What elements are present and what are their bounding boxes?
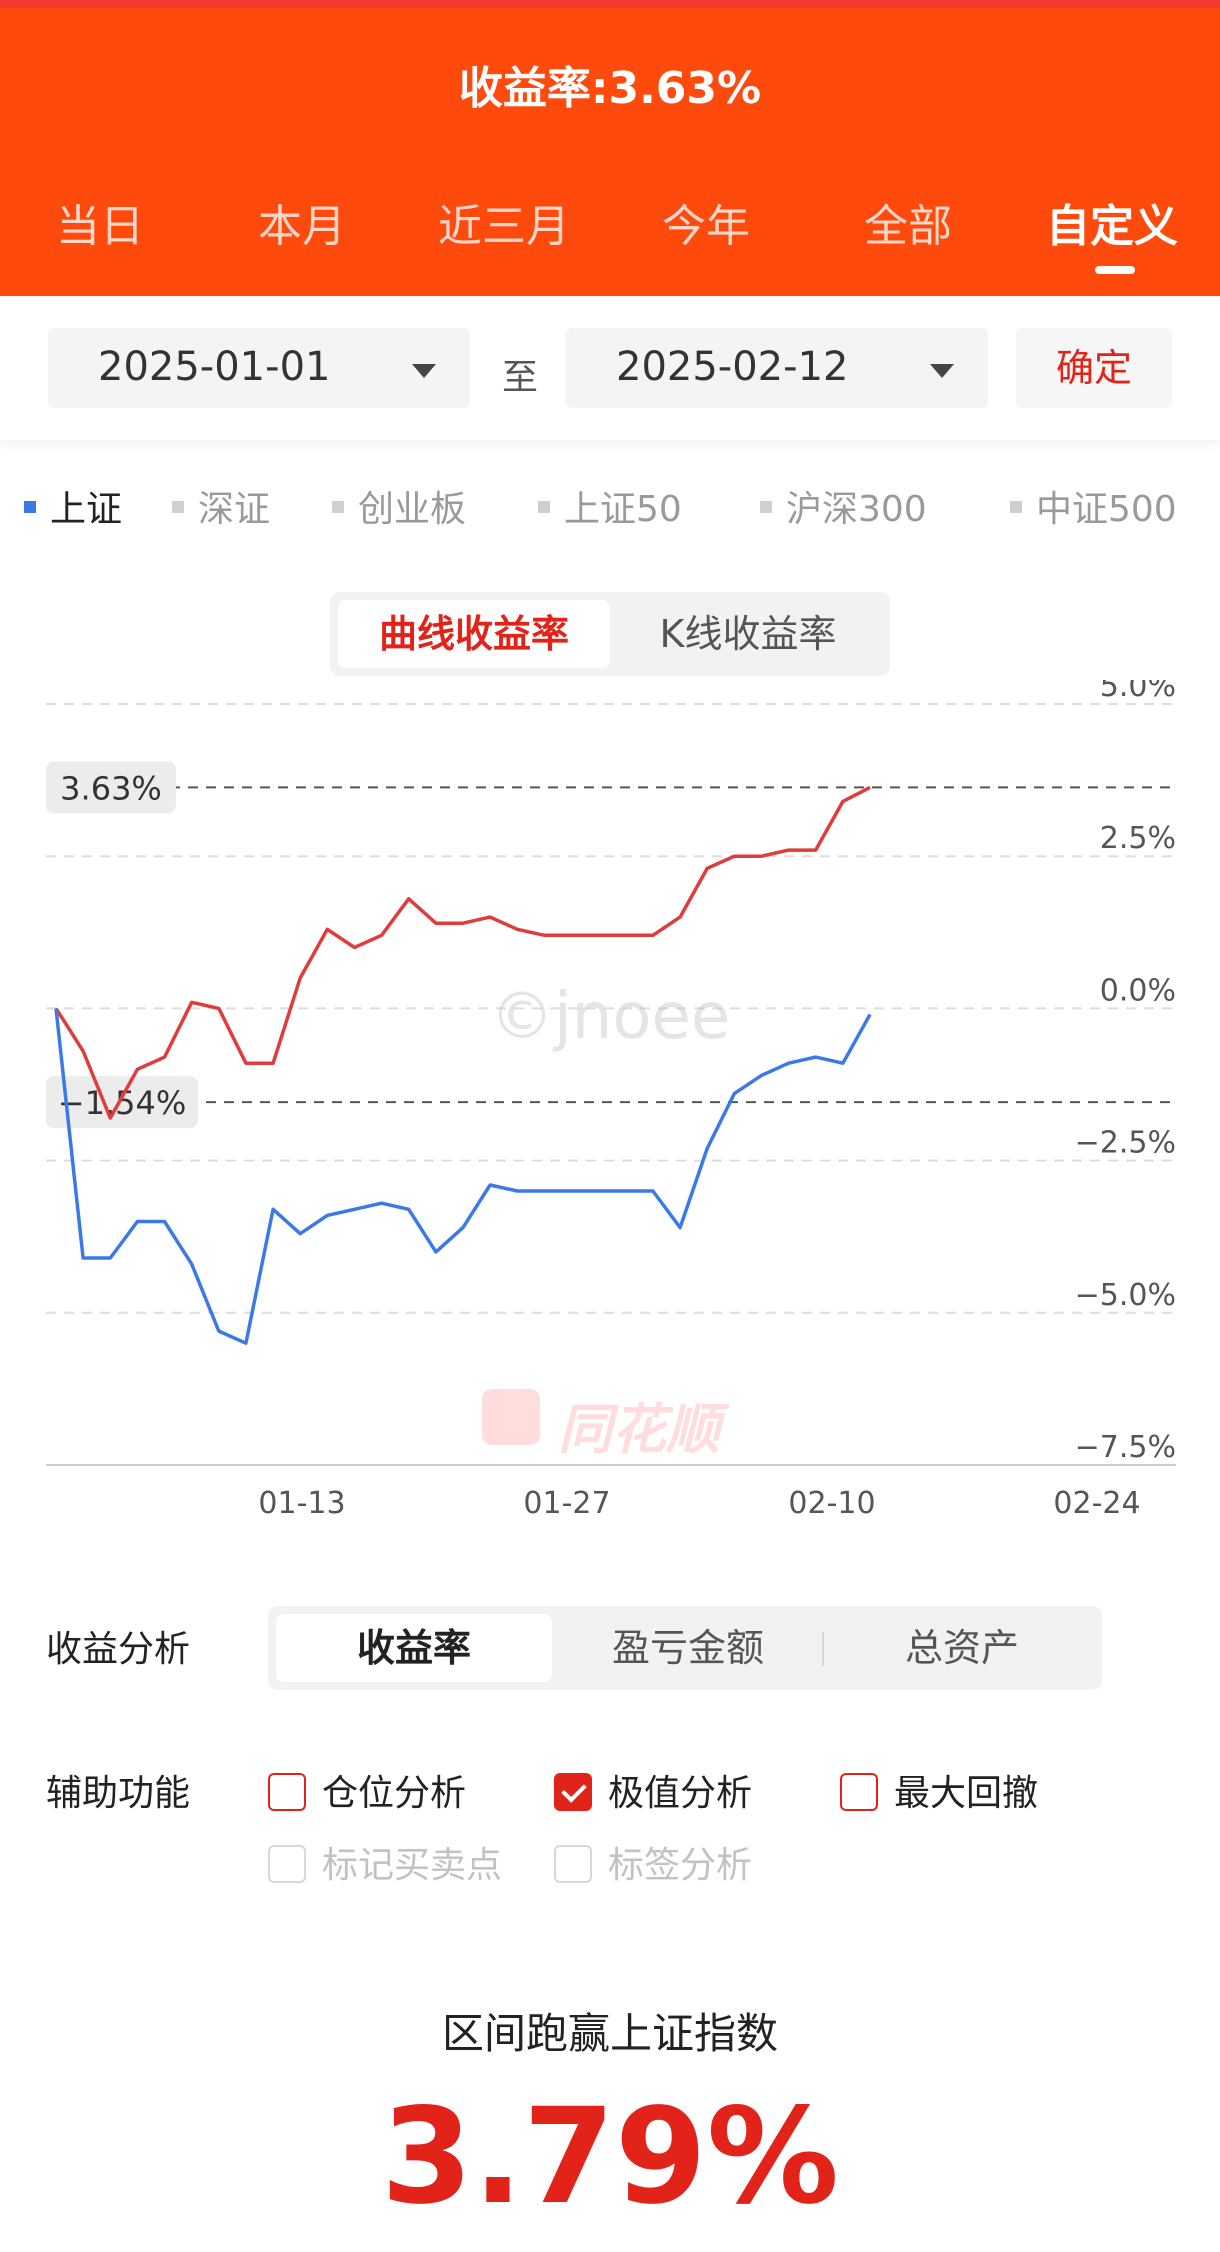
checkbox-label: 最大回撤 <box>894 1773 1039 1814</box>
analysis-label: 收益分析 <box>46 1629 191 1670</box>
x-tick-label: 01-13 <box>258 1486 345 1521</box>
square-icon <box>538 501 550 513</box>
x-tick-label: 02-24 <box>1053 1486 1140 1521</box>
chart-mode-toggle: 曲线收益率 K线收益率 <box>330 592 890 676</box>
aux-label: 辅助功能 <box>46 1773 191 1814</box>
trade-points-checkbox[interactable]: 标记买卖点 <box>268 1836 502 1886</box>
portfolio-return-line <box>54 785 871 1120</box>
index-item-zz500[interactable]: 中证500 <box>1010 480 1177 532</box>
header: 收益率:3.63% 当日 本月 近三月 今年 全部 自定义 <box>0 0 1220 296</box>
watermark-text: ©jnoee <box>490 980 731 1054</box>
active-tab-indicator <box>1095 266 1135 274</box>
tab-three-months[interactable]: 近三月 <box>438 201 570 252</box>
chevron-down-icon <box>412 364 436 378</box>
y-tick-label: 0.0% <box>1100 973 1176 1008</box>
x-tick-label: 01-27 <box>523 1486 610 1521</box>
beat-index-label: 区间跑赢上证指数 <box>441 2009 778 2058</box>
page-title: 收益率:3.63% <box>458 63 762 114</box>
ths-logo: 同花顺 <box>482 1385 742 1461</box>
checkbox-label: 仓位分析 <box>322 1773 467 1814</box>
total-assets-option[interactable]: 总资产 <box>904 1626 1019 1670</box>
tab-this-month[interactable]: 本月 <box>258 201 346 252</box>
header-topline <box>0 0 1220 8</box>
index-return-line <box>54 1008 872 1345</box>
curve-return-option[interactable]: 曲线收益率 <box>338 600 610 668</box>
checkbox-icon <box>840 1773 878 1811</box>
position-analysis-checkbox[interactable]: 仓位分析 <box>268 1764 466 1814</box>
y-tick-label: −2.5% <box>1075 1126 1176 1161</box>
square-icon <box>760 501 772 513</box>
extreme-badge <box>46 1076 198 1129</box>
checkbox-label: 极值分析 <box>608 1773 753 1814</box>
max-drawdown-checkbox[interactable]: 最大回撤 <box>840 1764 1038 1814</box>
x-tick-label: 02-10 <box>788 1486 875 1521</box>
return-chart: 5.0% 2.5% 0.0% −2.5% −5.0% −7.5% 01-13 01-27 02-… <box>46 680 1176 1521</box>
index-item-sz[interactable]: 深证 <box>172 480 270 532</box>
tag-analysis-checkbox[interactable]: 标签分析 <box>554 1836 752 1886</box>
y-tick-label: 5.0% <box>1100 680 1176 704</box>
index-item-label: 上证50 <box>564 489 682 530</box>
checkbox-icon <box>554 1845 592 1883</box>
square-icon <box>1010 501 1022 513</box>
tab-today[interactable]: 当日 <box>56 201 144 252</box>
start-date-value: 2025-01-01 <box>98 344 331 390</box>
extreme-badge <box>46 761 176 814</box>
extreme-label: −1.54% <box>58 1084 186 1122</box>
extreme-label: 3.63% <box>60 769 162 807</box>
y-tick-label: −5.0% <box>1075 1278 1176 1313</box>
end-date-select[interactable]: 2025-02-12 <box>566 328 988 408</box>
checkbox-icon <box>268 1773 306 1811</box>
divider <box>822 1632 824 1666</box>
return-rate-option[interactable]: 收益率 <box>276 1614 552 1682</box>
period-tabs: 当日 本月 近三月 今年 全部 自定义 <box>0 190 1220 260</box>
square-icon <box>172 501 184 513</box>
confirm-button[interactable]: 确定 <box>1016 328 1172 408</box>
y-tick-label: −7.5% <box>1075 1430 1176 1465</box>
to-label: 至 <box>502 357 539 398</box>
checkbox-label: 标签分析 <box>608 1845 753 1886</box>
square-icon <box>24 501 36 513</box>
index-item-label: 上证 <box>50 489 123 530</box>
y-tick-label: 2.5% <box>1100 821 1176 856</box>
square-icon <box>332 501 344 513</box>
tab-this-year[interactable]: 今年 <box>662 201 750 252</box>
index-item-sh50[interactable]: 上证50 <box>538 480 682 532</box>
kline-return-option[interactable]: K线收益率 <box>659 612 837 656</box>
extreme-analysis-checkbox[interactable]: 极值分析 <box>554 1764 752 1814</box>
chevron-down-icon <box>930 364 954 378</box>
profit-amount-option[interactable]: 盈亏金额 <box>611 1626 764 1670</box>
checkbox-icon <box>268 1845 306 1883</box>
checkbox-label: 标记买卖点 <box>322 1845 503 1886</box>
logo-icon <box>482 1389 540 1445</box>
index-item-label: 中证500 <box>1036 489 1177 530</box>
beat-index-value: 3.79% <box>381 2080 839 2234</box>
checkbox-checked-icon <box>554 1773 592 1811</box>
analysis-segmented-control: 收益率 盈亏金额 总资产 <box>268 1606 1102 1690</box>
start-date-select[interactable]: 2025-01-01 <box>48 328 470 408</box>
logo-text: 同花顺 <box>558 1398 720 1461</box>
date-range-bar: 2025-01-01 至 2025-02-12 确定 <box>0 296 1220 440</box>
index-legend: 上证 深证 创业板 上证50 沪深300 中证500 <box>0 480 1220 530</box>
tab-custom[interactable]: 自定义 <box>1046 201 1178 252</box>
end-date-value: 2025-02-12 <box>616 344 849 390</box>
index-item-hs300[interactable]: 沪深300 <box>760 480 927 532</box>
tab-all[interactable]: 全部 <box>864 201 952 252</box>
index-item-sh[interactable]: 上证 <box>24 480 122 532</box>
index-item-label: 沪深300 <box>786 489 927 530</box>
index-item-label: 创业板 <box>358 489 467 530</box>
index-item-cyb[interactable]: 创业板 <box>332 480 466 532</box>
index-item-label: 深证 <box>198 489 271 530</box>
